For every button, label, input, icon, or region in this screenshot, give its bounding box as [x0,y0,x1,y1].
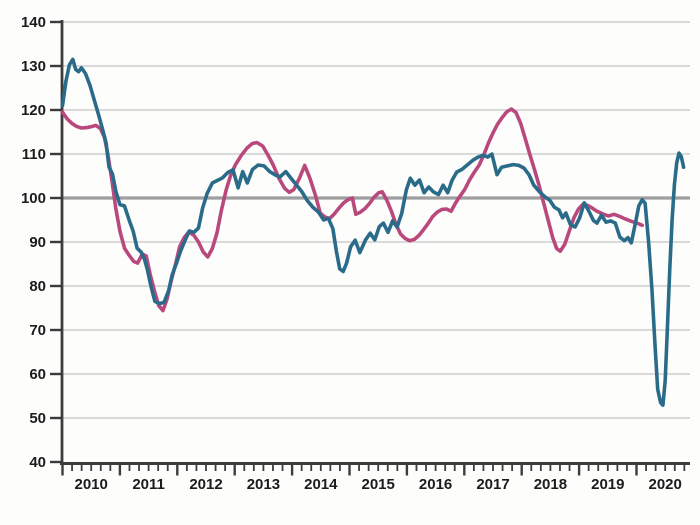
y-tick-label: 110 [22,146,46,163]
y-tick-label: 60 [29,366,46,383]
x-tick-label: 2019 [591,476,624,493]
x-tick-label: 2013 [247,476,280,493]
y-tick-label: 50 [29,410,46,427]
x-tick-label: 2012 [189,476,222,493]
x-tick-label: 2014 [304,476,338,493]
y-tick-label: 80 [29,278,46,295]
x-tick-label: 2010 [75,476,108,493]
y-tick-label: 100 [21,190,46,207]
y-tick-label: 130 [21,58,46,75]
x-tick-label: 2020 [649,476,682,493]
teal-series-line [60,57,686,407]
y-tick-label: 120 [21,102,46,119]
x-tick-label: 2011 [132,476,165,493]
y-tick-label: 70 [29,322,46,339]
y-tick-label: 90 [29,234,46,251]
x-tick-label: 2016 [419,476,452,493]
y-tick-label: 140 [21,14,46,31]
x-tick-label: 2018 [534,476,567,493]
x-tick-label: 2015 [362,476,395,493]
y-tick-label: 40 [29,454,46,471]
x-tick-label: 2017 [476,476,509,493]
